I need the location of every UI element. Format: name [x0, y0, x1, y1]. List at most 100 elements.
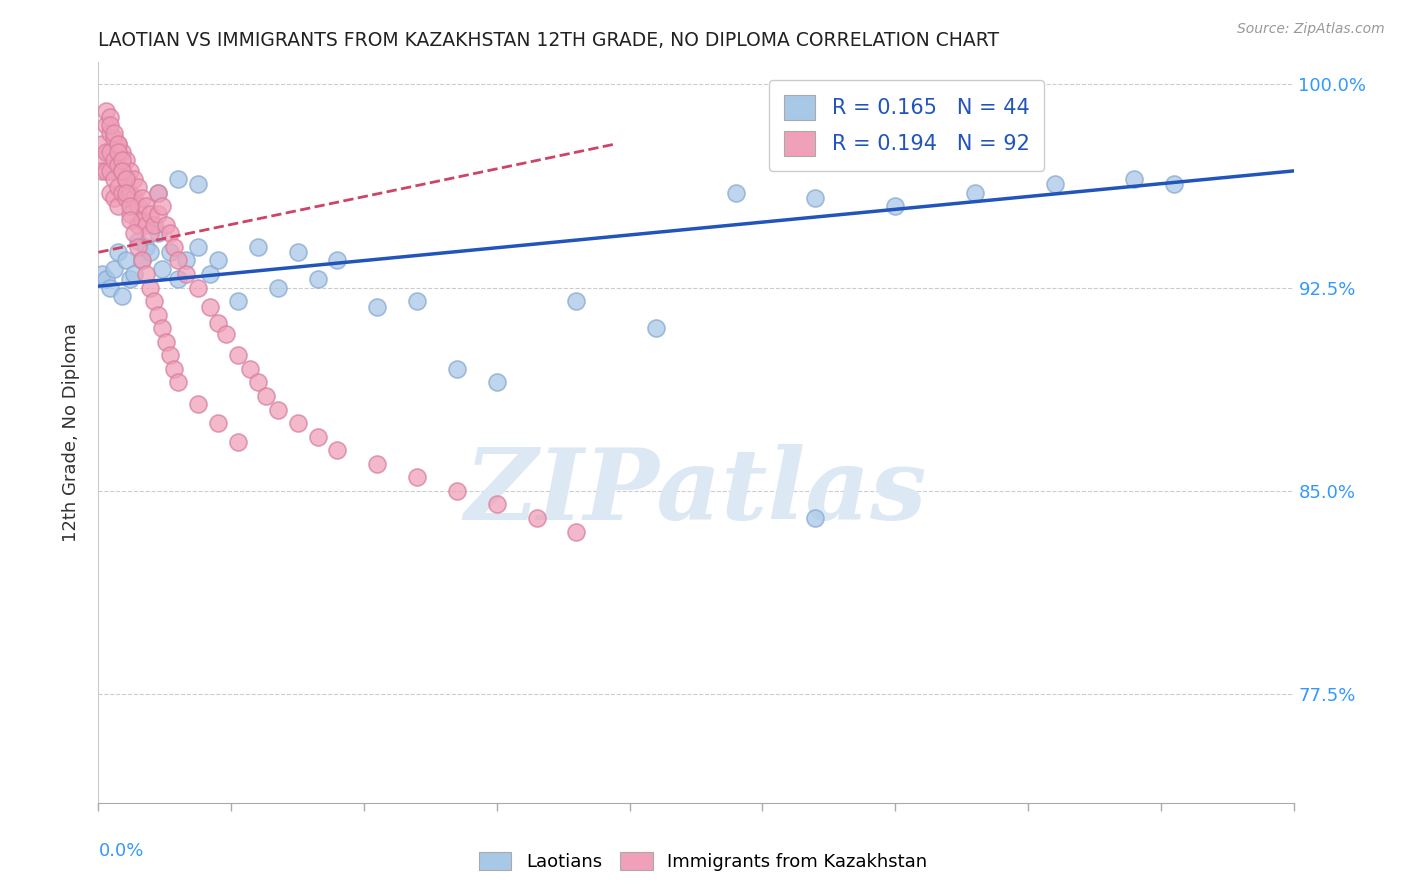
- Point: [91, 267, 114, 281]
- Point: [150, 321, 173, 335]
- Point: [139, 245, 162, 260]
- Point: [91, 136, 114, 151]
- Point: [96, 272, 118, 286]
- Point: [111, 186, 134, 200]
- Point: [307, 272, 329, 286]
- Text: 0.0%: 0.0%: [98, 842, 143, 860]
- Point: [143, 218, 166, 232]
- Point: [131, 253, 153, 268]
- Point: [366, 457, 388, 471]
- Point: [91, 164, 114, 178]
- Point: [198, 267, 221, 281]
- Point: [139, 207, 162, 221]
- Point: [148, 186, 170, 200]
- Point: [115, 191, 138, 205]
- Point: [167, 253, 190, 268]
- Point: [198, 300, 221, 314]
- Point: [159, 245, 181, 260]
- Text: Source: ZipAtlas.com: Source: ZipAtlas.com: [1237, 22, 1385, 37]
- Point: [446, 362, 468, 376]
- Point: [131, 253, 153, 268]
- Legend: Laotians, Immigrants from Kazakhstan: Laotians, Immigrants from Kazakhstan: [471, 845, 935, 879]
- Point: [115, 253, 138, 268]
- Point: [139, 280, 162, 294]
- Point: [239, 362, 262, 376]
- Point: [167, 172, 190, 186]
- Point: [884, 199, 907, 213]
- Point: [148, 186, 170, 200]
- Y-axis label: 12th Grade, No Diploma: 12th Grade, No Diploma: [62, 323, 80, 542]
- Point: [115, 153, 138, 167]
- Point: [163, 362, 186, 376]
- Point: [406, 470, 429, 484]
- Point: [1043, 178, 1066, 192]
- Point: [120, 207, 142, 221]
- Point: [107, 245, 129, 260]
- Point: [485, 376, 508, 390]
- Point: [96, 118, 118, 132]
- Point: [226, 435, 249, 450]
- Point: [111, 164, 134, 178]
- Point: [143, 294, 166, 309]
- Point: [724, 186, 747, 200]
- Point: [167, 376, 190, 390]
- Point: [103, 191, 125, 205]
- Point: [96, 164, 118, 178]
- Point: [446, 483, 468, 498]
- Point: [103, 172, 125, 186]
- Point: [1163, 178, 1185, 192]
- Point: [98, 145, 122, 159]
- Point: [91, 153, 114, 167]
- Point: [124, 172, 146, 186]
- Point: [120, 164, 142, 178]
- Point: [326, 253, 349, 268]
- Point: [267, 280, 290, 294]
- Point: [163, 240, 186, 254]
- Point: [187, 280, 209, 294]
- Point: [485, 498, 508, 512]
- Point: [215, 326, 238, 341]
- Point: [135, 267, 157, 281]
- Point: [124, 267, 146, 281]
- Point: [159, 227, 181, 241]
- Point: [246, 376, 269, 390]
- Point: [107, 180, 129, 194]
- Point: [366, 300, 388, 314]
- Point: [131, 212, 153, 227]
- Point: [111, 145, 134, 159]
- Point: [159, 348, 181, 362]
- Point: [406, 294, 429, 309]
- Point: [131, 191, 153, 205]
- Point: [115, 172, 138, 186]
- Point: [98, 126, 122, 140]
- Point: [207, 416, 229, 430]
- Point: [565, 294, 588, 309]
- Point: [120, 212, 142, 227]
- Point: [103, 126, 125, 140]
- Point: [135, 199, 157, 213]
- Point: [207, 316, 229, 330]
- Point: [246, 240, 269, 254]
- Point: [139, 227, 162, 241]
- Point: [645, 321, 668, 335]
- Point: [155, 334, 177, 349]
- Point: [254, 389, 277, 403]
- Point: [127, 199, 149, 213]
- Point: [115, 172, 138, 186]
- Point: [326, 443, 349, 458]
- Text: ZIPatlas: ZIPatlas: [465, 443, 927, 540]
- Point: [96, 104, 118, 119]
- Point: [187, 397, 209, 411]
- Point: [98, 118, 122, 132]
- Point: [174, 267, 197, 281]
- Point: [150, 261, 173, 276]
- Point: [107, 159, 129, 173]
- Point: [804, 191, 827, 205]
- Point: [98, 186, 122, 200]
- Point: [124, 191, 146, 205]
- Point: [127, 240, 149, 254]
- Point: [115, 186, 138, 200]
- Point: [127, 180, 149, 194]
- Point: [120, 272, 142, 286]
- Point: [96, 145, 118, 159]
